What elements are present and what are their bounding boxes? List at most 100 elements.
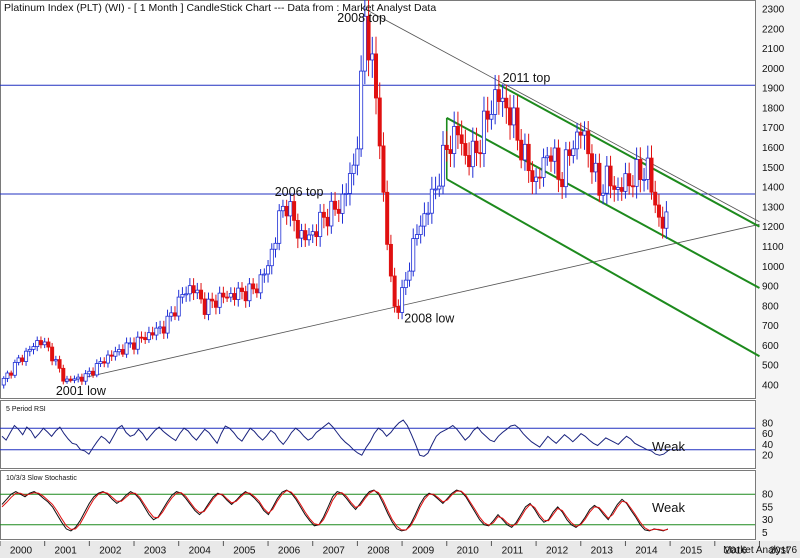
rsi-tick-label: 40 bbox=[762, 440, 774, 451]
x-tick-label: 2000 bbox=[10, 546, 33, 557]
x-tick-label: 2017 bbox=[769, 546, 792, 557]
candle-body bbox=[46, 341, 51, 348]
candle-body bbox=[27, 348, 32, 352]
candle-body bbox=[500, 97, 505, 102]
candle-body bbox=[649, 157, 654, 193]
candle-body bbox=[42, 341, 47, 346]
candle-body bbox=[195, 289, 200, 294]
candle-body bbox=[31, 346, 36, 350]
candle-body bbox=[582, 130, 587, 136]
x-tick-label: 2009 bbox=[412, 546, 435, 557]
candle-body bbox=[463, 143, 468, 156]
x-axis-bar bbox=[0, 541, 800, 558]
candle-body bbox=[467, 155, 472, 168]
candle-body bbox=[57, 359, 62, 369]
candle-body bbox=[199, 289, 204, 300]
candle-body bbox=[627, 173, 632, 187]
price-tick-label: 1500 bbox=[762, 163, 785, 174]
candle-body bbox=[589, 153, 594, 173]
price-tick-label: 1900 bbox=[762, 84, 785, 95]
candle-body bbox=[541, 157, 546, 178]
candle-body bbox=[623, 173, 628, 192]
candle-body bbox=[426, 212, 431, 215]
annotation-2: 2006 top bbox=[275, 185, 324, 199]
candle-body bbox=[455, 126, 460, 136]
candle-body bbox=[604, 165, 609, 194]
axis-layer: 400 500 600 700 800 900 1000 1100 1200 1300 1400 15… bbox=[0, 5, 792, 557]
candle-body bbox=[411, 238, 416, 272]
candle-body bbox=[202, 298, 207, 315]
candle-body bbox=[1, 377, 6, 386]
candle-body bbox=[336, 208, 341, 214]
candle-body bbox=[91, 370, 96, 376]
candle-body bbox=[474, 140, 479, 154]
candle-body bbox=[448, 149, 453, 154]
candle-body bbox=[545, 155, 550, 159]
price-tick-label: 2100 bbox=[762, 44, 785, 55]
price-tick-label: 800 bbox=[762, 301, 779, 312]
candle-body bbox=[120, 349, 125, 355]
candle-body bbox=[377, 97, 382, 147]
candle-body bbox=[83, 373, 88, 382]
candle-body bbox=[664, 211, 669, 229]
candle-body bbox=[374, 53, 379, 99]
candle-body bbox=[508, 107, 513, 126]
price-tick-label: 400 bbox=[762, 381, 779, 392]
candle-body bbox=[254, 288, 259, 294]
candle-body bbox=[452, 126, 457, 154]
candle-body bbox=[239, 287, 244, 292]
candle-body bbox=[511, 107, 516, 126]
x-tick-label: 2004 bbox=[189, 546, 212, 557]
rsi-layer bbox=[0, 419, 755, 457]
candle-body bbox=[519, 139, 524, 161]
candle-body bbox=[277, 210, 282, 244]
candle-body bbox=[347, 173, 352, 194]
candle-body bbox=[407, 270, 412, 281]
candle-body bbox=[392, 275, 397, 307]
candle-body bbox=[243, 291, 248, 302]
candle-body bbox=[642, 179, 647, 181]
candle-body bbox=[50, 346, 55, 362]
stochastic-tick-label: 55 bbox=[762, 502, 774, 513]
stochastic-panel bbox=[0, 470, 756, 540]
candle-body bbox=[150, 332, 155, 336]
x-tick-label: 2014 bbox=[635, 546, 658, 557]
candle-body bbox=[217, 292, 222, 308]
x-tick-label: 2001 bbox=[55, 546, 78, 557]
candle-body bbox=[79, 376, 84, 382]
candle-body bbox=[414, 234, 419, 239]
x-tick-label: 2005 bbox=[233, 546, 256, 557]
trend-line-0 bbox=[64, 223, 760, 383]
candle-body bbox=[292, 201, 297, 221]
candle-body bbox=[534, 176, 539, 182]
candle-body bbox=[359, 70, 364, 150]
candle-body bbox=[552, 147, 557, 162]
candle-body bbox=[280, 205, 285, 212]
candle-body bbox=[593, 162, 598, 173]
candle-body bbox=[400, 287, 405, 313]
candle-body bbox=[653, 191, 658, 206]
candle-body bbox=[489, 113, 494, 120]
candle-body bbox=[61, 367, 66, 382]
price-tick-label: 1400 bbox=[762, 183, 785, 194]
chart-title: Platinum Index (PLT) (WI) - [ 1 Month ] … bbox=[4, 2, 436, 14]
price-tick-label: 2200 bbox=[762, 24, 785, 35]
candle-body bbox=[366, 15, 371, 61]
x-tick-label: 2007 bbox=[323, 546, 346, 557]
price-tick-label: 1600 bbox=[762, 143, 785, 154]
candle-body bbox=[314, 231, 319, 238]
candle-body bbox=[601, 192, 606, 196]
candle-body bbox=[344, 193, 349, 195]
candle-body bbox=[306, 234, 311, 241]
candle-body bbox=[146, 332, 151, 341]
candle-body bbox=[485, 110, 490, 120]
candle-body bbox=[184, 293, 189, 296]
candle-body bbox=[370, 53, 375, 61]
candle-body bbox=[251, 283, 256, 290]
rsi-line bbox=[1, 419, 669, 457]
candle-body bbox=[496, 89, 501, 102]
stochastic-layer bbox=[0, 489, 755, 532]
candle-body bbox=[295, 220, 300, 239]
candle-body bbox=[9, 372, 14, 376]
